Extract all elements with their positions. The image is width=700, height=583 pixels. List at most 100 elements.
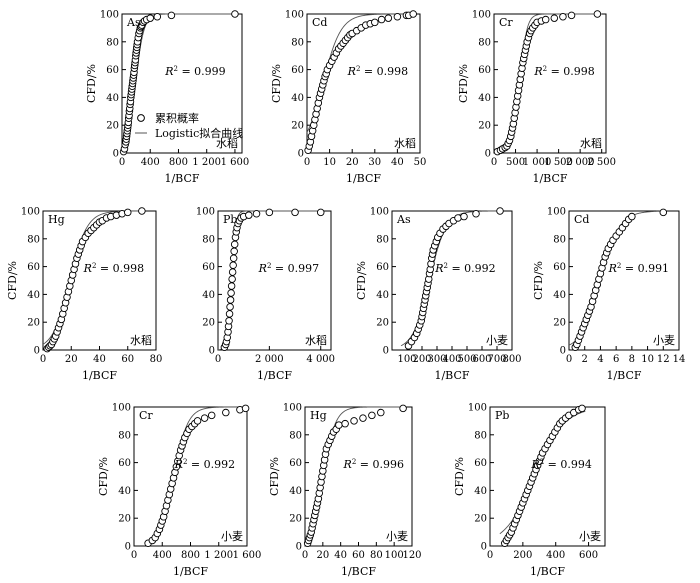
x-axis-label: 1/BCF (82, 369, 117, 382)
y-tick-label: 20 (27, 318, 40, 329)
cfd-point (335, 421, 343, 429)
y-tick-label: 100 (112, 403, 131, 414)
element-label: Hg (48, 213, 65, 226)
cfd-point (578, 404, 586, 413)
y-tick-label: 80 (289, 430, 302, 441)
x-axis-label: 1/BCF (606, 369, 641, 382)
x-tick-label: 10 (641, 354, 654, 365)
x-tick-label: 500 (506, 157, 525, 168)
cfd-point (472, 210, 480, 218)
crop-label: 小麦 (653, 334, 675, 347)
crop-label: 小麦 (386, 530, 408, 543)
chart-panel-6: 0204060801001002003004005006007008001/BC… (355, 207, 522, 383)
y-tick-label: 40 (106, 93, 119, 104)
crop-label: 水稻 (130, 334, 152, 347)
x-tick-label: 500 (457, 354, 476, 365)
y-tick-label: 80 (478, 37, 491, 48)
x-tick-label: 1 000 (523, 157, 552, 168)
y-tick-label: 40 (474, 486, 487, 497)
x-tick-label: 1 200 (192, 157, 221, 168)
x-tick-label: 1 200 (204, 550, 233, 561)
y-tick-label: 0 (209, 346, 215, 357)
cfd-point (138, 207, 146, 215)
x-tick-label: 0 (131, 550, 137, 561)
x-axis-label: 1/BCF (434, 369, 469, 382)
y-axis-label: CFD/% (355, 261, 368, 300)
cfd-point (384, 14, 393, 22)
chart-panel-2: 0 20 40 60 80 100 0 10 20 30 40 50 1/BCF CFD/% Cd R2 = … (270, 10, 426, 186)
y-axis-label: CFD/% (6, 261, 19, 300)
legend-line-label: Logistic拟合曲线 (155, 126, 243, 140)
x-tick-label: 1 600 (233, 550, 262, 561)
x-tick-label: 800 (502, 354, 521, 365)
r-squared-label: R2 = 0.994 (530, 458, 591, 471)
r-squared-label: R2 = 0.992 (174, 458, 235, 471)
x-tick-label: 600 (579, 550, 598, 561)
y-tick-label: 0 (296, 542, 302, 553)
x-tick-label: 100 (385, 550, 404, 561)
y-tick-label: 0 (125, 542, 131, 553)
y-tick-label: 60 (376, 262, 389, 273)
x-tick-label: 800 (169, 157, 188, 168)
cfd-point (359, 414, 367, 422)
cfd-point (628, 212, 636, 221)
plot-frame (306, 13, 421, 154)
crop-label: 水稻 (305, 334, 327, 347)
x-tick-label: 0 (304, 157, 310, 168)
x-tick-label: 1 500 (544, 157, 573, 168)
y-tick-label: 60 (291, 65, 304, 76)
y-tick-label: 40 (27, 290, 40, 301)
cfd-point (226, 296, 235, 304)
x-tick-label: 0 (215, 354, 221, 365)
cfd-point (496, 207, 504, 215)
y-axis-label: CFD/% (97, 457, 110, 496)
cfd-point (377, 15, 386, 24)
x-tick-label: 400 (153, 550, 172, 561)
x-tick-label: 2 000 (566, 157, 595, 168)
x-tick-label: 300 (427, 354, 446, 365)
cfd-point (230, 240, 239, 249)
chart-panel-5: 0 20 40 60 80 100 0 2 000 4 000 1/BCF Pb R2 = 0.997… (196, 207, 335, 383)
y-axis-label: CFD/% (270, 64, 283, 103)
cfd-point (409, 10, 417, 18)
y-tick-label: 80 (202, 234, 215, 245)
x-tick-label: 80 (370, 550, 383, 561)
y-tick-label: 80 (376, 234, 389, 245)
x-tick-label: 400 (141, 157, 160, 168)
element-label: Pb (495, 409, 509, 422)
crop-label: 小麦 (221, 530, 243, 543)
y-tick-label: 80 (553, 234, 566, 245)
x-tick-label: 400 (442, 354, 461, 365)
cfd-point (377, 408, 385, 417)
r-squared-label: R2 = 0.998 (533, 65, 594, 78)
x-tick-label: 4 (597, 354, 603, 365)
x-tick-label: 2 (582, 354, 588, 365)
element-label: Hg (310, 409, 327, 422)
y-tick-label: 100 (196, 207, 215, 218)
y-tick-label: 40 (118, 486, 131, 497)
crop-label: 水稻 (394, 137, 416, 150)
plot-frame (568, 210, 680, 351)
x-tick-label: 120 (402, 550, 421, 561)
y-tick-label: 60 (474, 458, 487, 469)
y-tick-label: 60 (106, 65, 119, 76)
cfd-point (228, 268, 237, 276)
y-tick-label: 40 (289, 486, 302, 497)
x-tick-label: 1 600 (221, 157, 250, 168)
y-tick-label: 60 (478, 65, 491, 76)
crop-label: 水稻 (216, 137, 238, 150)
r-squared-label: R2 = 0.997 (258, 262, 319, 275)
legend-marker-label: 累积概率 (155, 111, 199, 125)
cfd-point (393, 13, 402, 21)
r-squared-label: R2 = 0.999 (164, 65, 225, 78)
chart-panel-10: 0 20 40 60 80 100 0 200 400 600 1/BCF CFD/% Pb R2 = 0… (453, 403, 606, 578)
cfd-point (593, 10, 602, 18)
cfd-point (146, 14, 154, 22)
y-tick-label: 100 (468, 403, 487, 414)
element-label: Cr (499, 16, 513, 29)
x-tick-label: 2 500 (587, 157, 616, 168)
x-tick-label: 40 (334, 550, 347, 561)
cfd-point (241, 404, 250, 413)
